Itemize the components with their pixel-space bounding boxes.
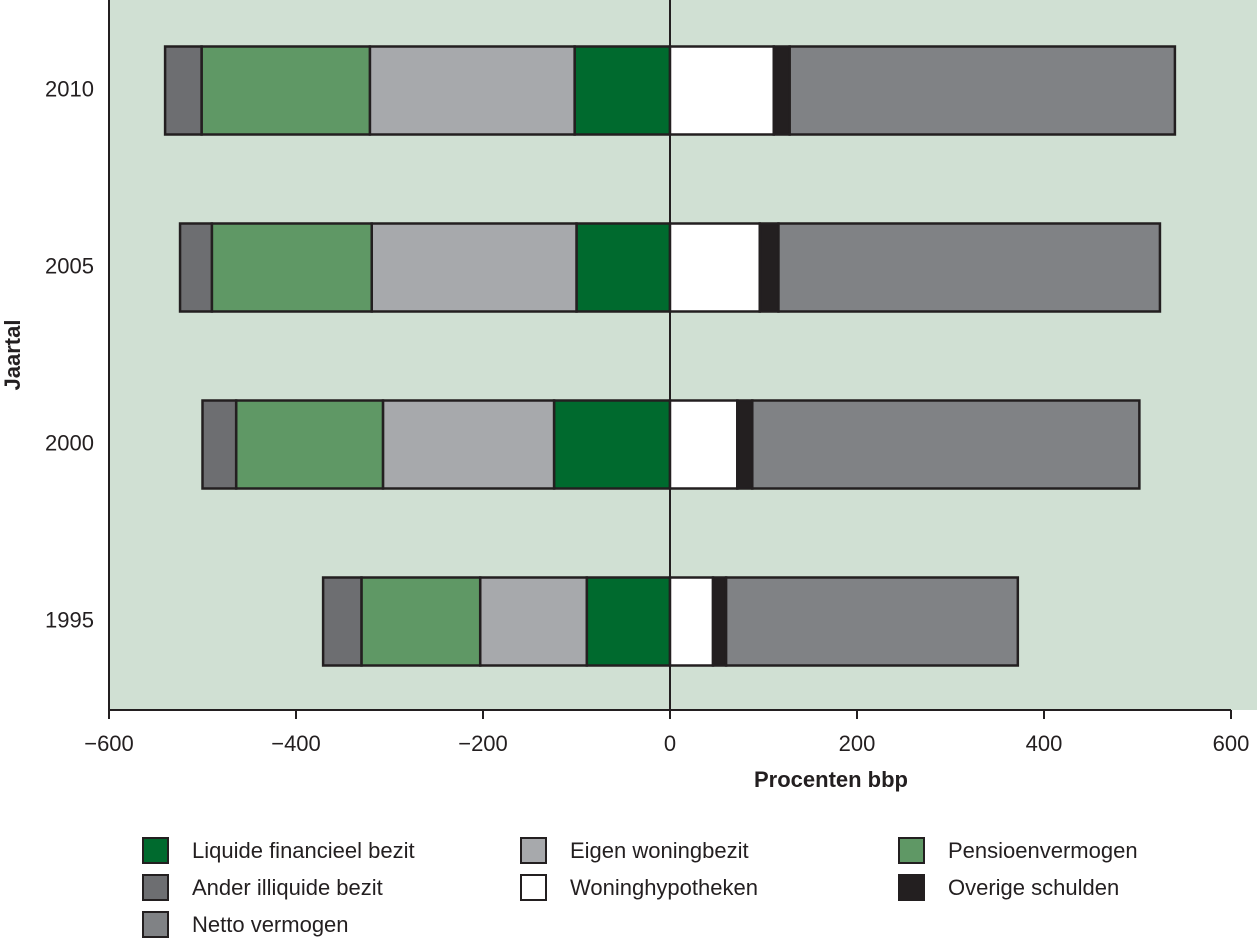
x-axis-label: Procenten bbp xyxy=(754,767,908,792)
bar-segment xyxy=(711,576,728,667)
bar-segment xyxy=(360,576,482,667)
legend-label: Woninghypotheken xyxy=(570,875,758,900)
legend-label: Overige schulden xyxy=(948,875,1119,900)
x-tick-label: 200 xyxy=(839,731,876,756)
legend-swatch xyxy=(142,837,169,864)
bar-segment xyxy=(585,576,672,667)
x-tick-label: −400 xyxy=(271,731,321,756)
legend-swatch xyxy=(142,874,169,901)
bar-segment xyxy=(668,45,776,136)
bar-segment xyxy=(234,399,385,490)
legend-label: Pensioenvermogen xyxy=(948,838,1138,863)
legend-label: Liquide financieel bezit xyxy=(192,838,415,863)
bar-segment xyxy=(478,576,589,667)
legend-swatch xyxy=(142,911,169,938)
legend-swatch xyxy=(898,874,925,901)
bar-segment xyxy=(724,576,1020,667)
bar-segment xyxy=(178,222,214,313)
legend-label: Ander illiquide bezit xyxy=(192,875,383,900)
x-tick-label: 0 xyxy=(664,731,676,756)
bar-segment xyxy=(575,222,672,313)
bar-segment xyxy=(788,45,1177,136)
bar-segment xyxy=(321,576,363,667)
x-tick-label: −200 xyxy=(458,731,508,756)
bar-segment xyxy=(668,222,762,313)
x-tick-label: −600 xyxy=(84,731,134,756)
bar-segment xyxy=(758,222,780,313)
bar-segment xyxy=(368,45,576,136)
legend-swatch xyxy=(520,874,547,901)
y-tick-label: 2005 xyxy=(45,253,94,278)
bar-segment xyxy=(381,399,556,490)
legend-swatch xyxy=(898,837,925,864)
bar-segment xyxy=(777,222,1162,313)
legend-swatch xyxy=(520,837,547,864)
bar-segment xyxy=(751,399,1141,490)
bar-segment xyxy=(736,399,754,490)
x-tick-label: 600 xyxy=(1213,731,1250,756)
y-tick-label: 2000 xyxy=(45,430,94,455)
bar-segment xyxy=(573,45,672,136)
x-tick-label: 400 xyxy=(1026,731,1063,756)
bar-segment xyxy=(668,399,739,490)
legend-label: Eigen woningbezit xyxy=(570,838,749,863)
bar-segment xyxy=(163,45,203,136)
bar-segment xyxy=(200,45,372,136)
bar-segment xyxy=(210,222,373,313)
bar-segment xyxy=(668,576,715,667)
y-tick-label: 1995 xyxy=(45,607,94,632)
y-tick-label: 2010 xyxy=(45,76,94,101)
bar-segment xyxy=(552,399,672,490)
bar-segment xyxy=(201,399,238,490)
bar-segment xyxy=(772,45,791,136)
y-axis-label: Jaartal xyxy=(0,320,25,391)
legend-label: Netto vermogen xyxy=(192,912,349,937)
bar-segment xyxy=(370,222,578,313)
